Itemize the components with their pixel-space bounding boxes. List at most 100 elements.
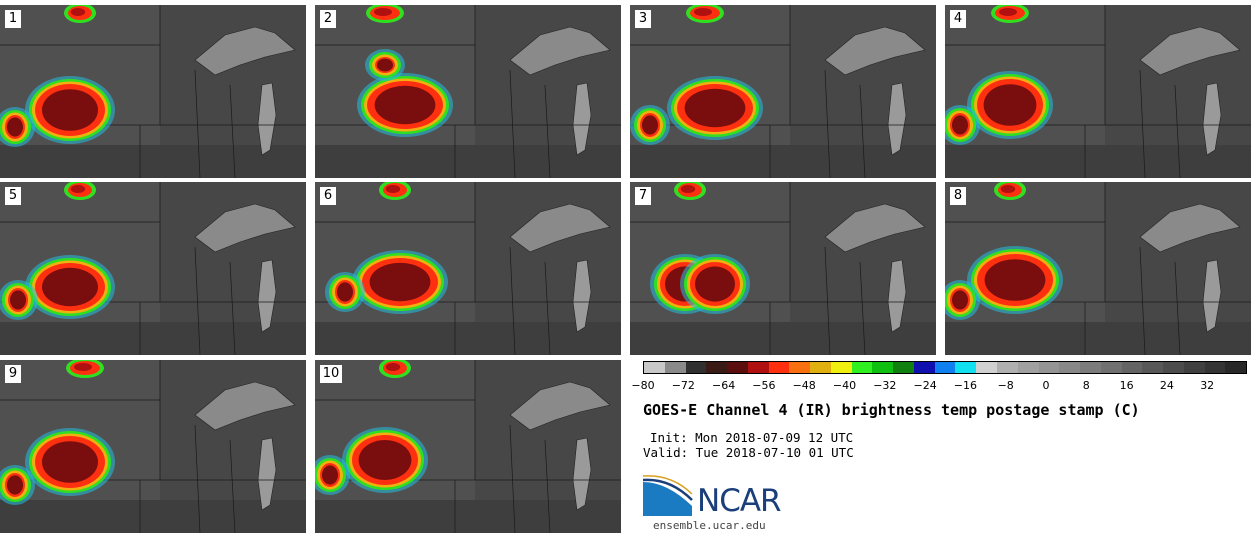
storm-core	[7, 475, 23, 495]
panel-label-1: 1	[5, 10, 21, 28]
valid-time: Valid: Tue 2018-07-10 01 UTC	[643, 445, 854, 460]
panel-label-10: 10	[320, 365, 342, 383]
colorbar-tick-label: 32	[1200, 379, 1215, 392]
colorbar-tick-label: −80	[631, 379, 655, 392]
colorbar-segment	[1142, 362, 1164, 373]
colorbar-tick-label: −72	[671, 379, 695, 392]
north-storm-core	[694, 8, 712, 16]
map-south-shade	[315, 322, 621, 355]
ir-map-9	[0, 360, 306, 533]
colorbar-tick-label: −48	[792, 379, 816, 392]
colorbar-segment	[872, 362, 894, 373]
map-south-shade	[630, 145, 936, 178]
colorbar-segment	[1017, 362, 1039, 373]
storm-core	[984, 259, 1046, 301]
lake-superior-icon	[1139, 203, 1241, 253]
storm-core	[42, 89, 98, 131]
colorbar-segment	[1100, 362, 1122, 373]
storm-core	[377, 58, 393, 72]
figure-title: GOES-E Channel 4 (IR) brightness temp po…	[643, 401, 1140, 419]
lake-superior-icon	[194, 381, 296, 431]
panel-label-3: 3	[635, 10, 651, 28]
colorbar-tick-label: 24	[1159, 379, 1174, 392]
storm-core	[42, 267, 98, 307]
init-time: Init: Mon 2018-07-09 12 UTC	[650, 430, 854, 445]
colorbar-segment	[1059, 362, 1081, 373]
north-storm-core	[385, 363, 401, 371]
colorbar-segment	[810, 362, 831, 373]
colorbar-tick-label: 16	[1119, 379, 1134, 392]
state-borders	[945, 182, 1251, 355]
colorbar-segment	[1204, 362, 1226, 373]
north-storm-core	[680, 185, 696, 193]
storm-core	[983, 84, 1037, 126]
lake-superior-icon	[824, 203, 926, 253]
storm-core	[374, 85, 436, 125]
map-south-shade	[0, 500, 306, 533]
ensemble-url: ensemble.ucar.edu	[653, 519, 766, 532]
state-borders	[0, 5, 306, 178]
colorbar-segment	[1225, 362, 1247, 373]
ir-map-4	[945, 5, 1251, 178]
map-south-shade	[945, 322, 1251, 355]
storm-core	[952, 290, 968, 310]
map-panel-6: 6	[315, 182, 621, 355]
ir-map-3	[630, 5, 936, 178]
ir-map-2	[315, 5, 621, 178]
map-panel-10: 10	[315, 360, 621, 533]
panel-label-9: 9	[5, 365, 21, 383]
colorbar-segment	[706, 362, 728, 373]
colorbar-segment	[664, 362, 686, 373]
north-storm-core	[74, 363, 92, 371]
lake-superior-icon	[194, 203, 296, 253]
north-storm-core	[999, 8, 1017, 16]
map-south-shade	[315, 145, 621, 178]
panel-label-2: 2	[320, 10, 336, 28]
lake-superior-icon	[509, 381, 611, 431]
lake-superior-icon	[509, 26, 611, 76]
map-panel-2: 2	[315, 5, 621, 178]
ir-map-8	[945, 182, 1251, 355]
colorbar-tick-label: −24	[913, 379, 937, 392]
map-panel-8: 8	[945, 182, 1251, 355]
colorbar-segment	[747, 362, 769, 373]
ir-map-10	[315, 360, 621, 533]
storm-core	[7, 117, 23, 137]
map-south-shade	[315, 500, 621, 533]
state-borders	[630, 182, 936, 355]
colorbar-segment	[644, 362, 665, 373]
panel-label-7: 7	[635, 187, 651, 205]
colorbar-segment	[955, 362, 977, 373]
ir-map-5	[0, 182, 306, 355]
colorbar-segment	[1121, 362, 1143, 373]
map-south-shade	[630, 322, 936, 355]
colorbar-segment	[997, 362, 1018, 373]
colorbar-segment	[851, 362, 873, 373]
colorbar	[643, 361, 1247, 374]
north-storm-core	[1000, 185, 1016, 193]
north-storm-core	[385, 185, 401, 193]
storm-core	[42, 441, 98, 483]
colorbar-segment	[789, 362, 811, 373]
lake-superior-icon	[509, 203, 611, 253]
north-storm-core	[70, 8, 86, 16]
map-panel-1: 1	[0, 5, 306, 178]
storm-core	[695, 266, 735, 302]
storm-core	[642, 115, 658, 135]
ncar-logo-text: NCAR	[697, 483, 782, 519]
colorbar-segment	[1163, 362, 1184, 373]
ir-map-6	[315, 182, 621, 355]
storm-core	[337, 282, 353, 302]
colorbar-tick-label: 8	[1082, 379, 1090, 392]
colorbar-tick-label: −8	[997, 379, 1014, 392]
colorbar-segment	[913, 362, 935, 373]
ir-map-1	[0, 5, 306, 178]
colorbar-segment	[976, 362, 998, 373]
storm-core	[684, 88, 746, 128]
colorbar-segment	[727, 362, 748, 373]
state-borders	[630, 5, 936, 178]
colorbar-tick-label: −64	[711, 379, 736, 392]
panel-label-8: 8	[950, 187, 966, 205]
state-borders	[0, 182, 306, 355]
colorbar-segment	[934, 362, 956, 373]
